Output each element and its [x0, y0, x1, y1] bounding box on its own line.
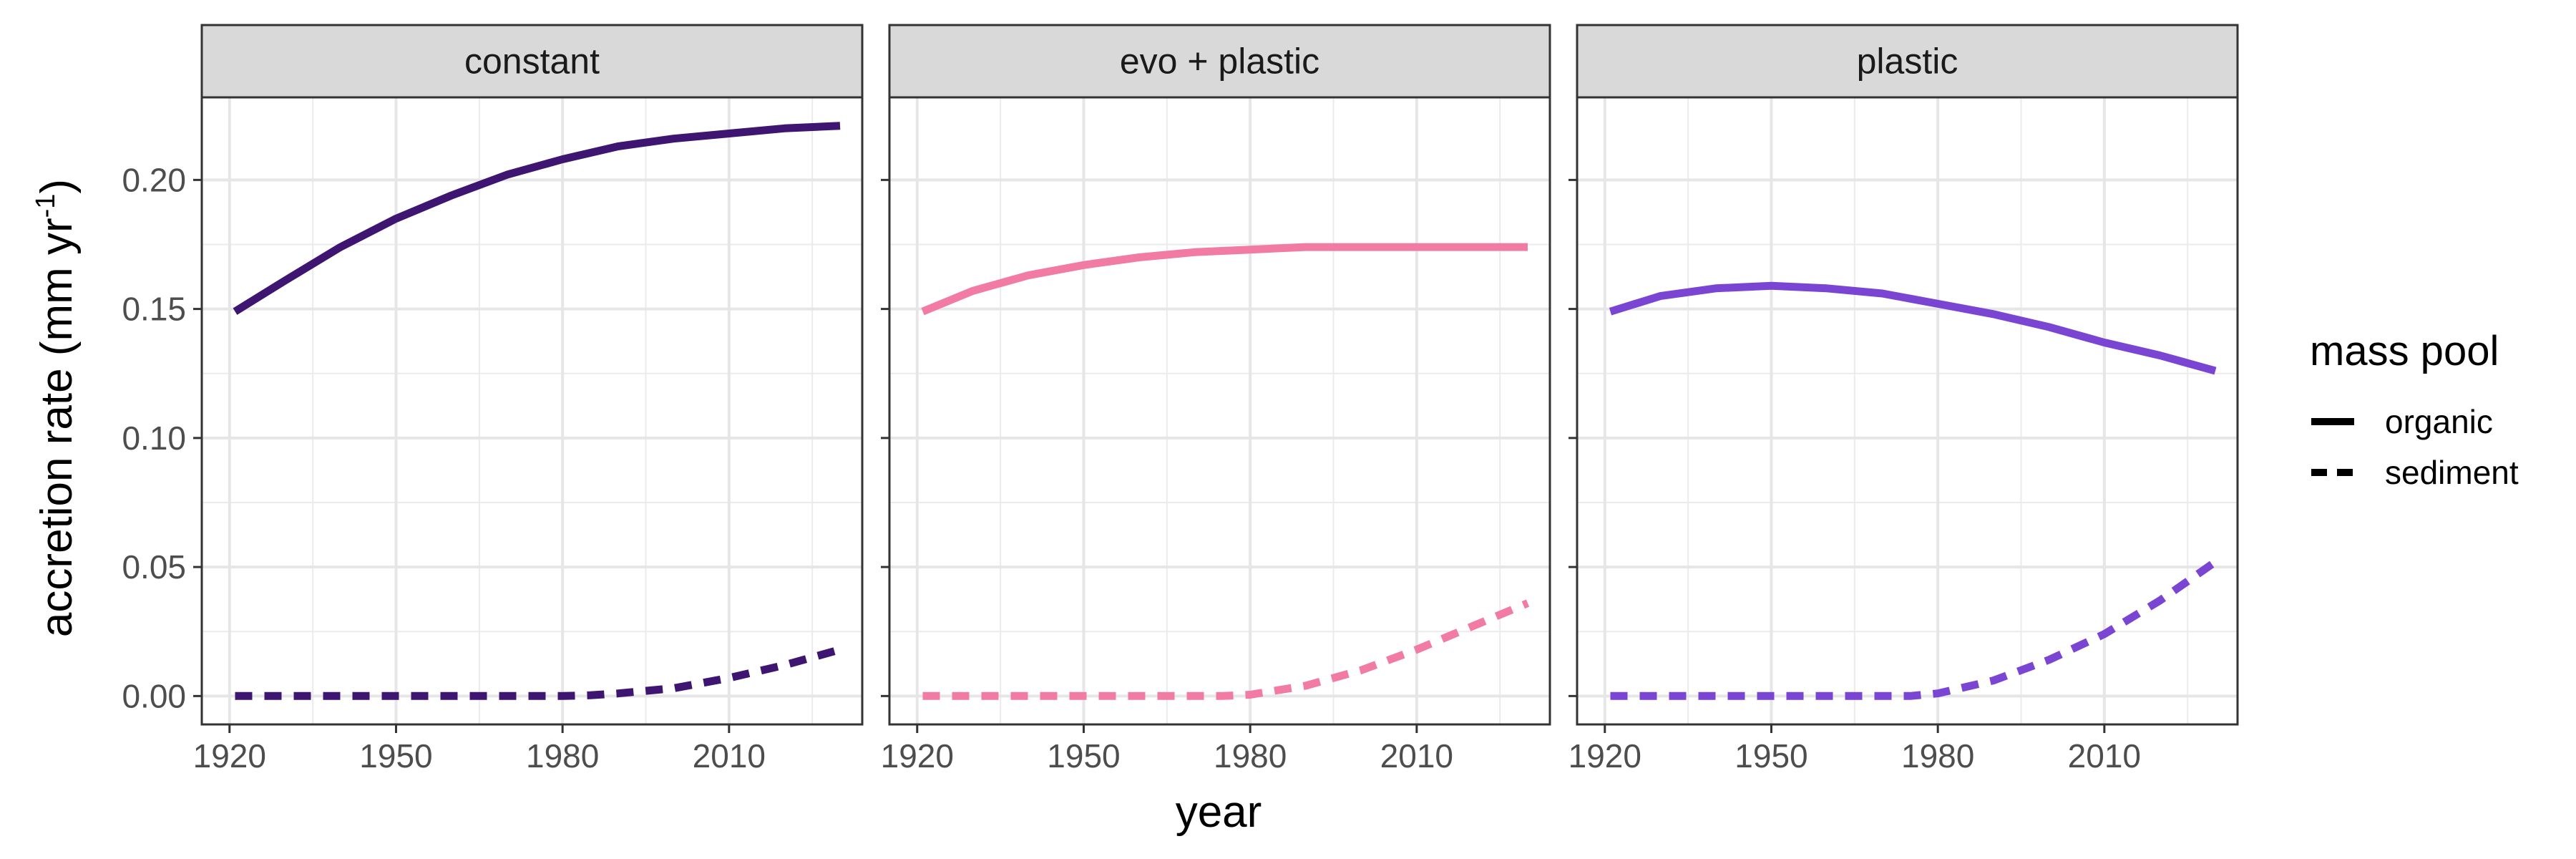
- x-tick-label: 1950: [1735, 737, 1807, 775]
- x-tick-label: 1980: [1214, 737, 1287, 775]
- panels-layer: constant 1920 1950 1980 2010 0.00 0.05 0.10 0.15…: [122, 24, 2239, 775]
- facet-strip-label: constant: [464, 42, 600, 82]
- legend: mass pool organic sediment: [2310, 328, 2519, 491]
- y-axis-title: accretion rate (mm yr-1): [31, 179, 82, 637]
- x-tick-label: 1980: [1901, 737, 1974, 775]
- panel-evo-plastic: evo + plastic 1920 1950 1980 2010: [881, 24, 1551, 775]
- y-axis-title-close: ): [32, 179, 82, 194]
- facet-strip-label: evo + plastic: [1120, 42, 1319, 82]
- facet-strip: [200, 24, 864, 99]
- legend-label-organic: organic: [2385, 403, 2493, 440]
- y-tick-label: 0.10: [122, 419, 186, 457]
- series-line-sediment: [235, 646, 841, 700]
- panel-border: [888, 96, 1551, 726]
- x-tick-label: 2010: [693, 737, 766, 775]
- series-line-organic: [921, 243, 1528, 316]
- x-tick-label: 2010: [2068, 737, 2141, 775]
- series-line-sediment: [922, 599, 1530, 700]
- x-tick-label: 1980: [526, 737, 599, 775]
- panel-plastic: plastic 1920 1950 1980 2010: [1568, 24, 2239, 775]
- y-tick-label: 0.15: [122, 291, 186, 328]
- legend-title: mass pool: [2310, 328, 2499, 374]
- y-axis-title-superscript: -1: [31, 194, 61, 218]
- panel-border: [1576, 96, 2239, 726]
- facet-strip: [888, 24, 1551, 99]
- y-tick-label: 0.00: [122, 677, 186, 714]
- series-line-organic: [1609, 281, 2217, 375]
- panel-border: [200, 96, 864, 726]
- x-tick-label: 1920: [881, 737, 954, 775]
- x-tick-label: 2010: [1380, 737, 1453, 775]
- facet-strip-label: plastic: [1857, 42, 1958, 82]
- legend-label-sediment: sediment: [2385, 454, 2519, 491]
- y-tick-label: 0.20: [122, 161, 186, 198]
- panel-constant: constant 1920 1950 1980 2010 0.00 0.05 0.10 0.15…: [122, 24, 864, 775]
- y-tick-label: 0.05: [122, 548, 186, 586]
- x-axis-title: year: [1176, 787, 1262, 837]
- x-tick-label: 1920: [1568, 737, 1641, 775]
- x-tick-label: 1950: [1047, 737, 1120, 775]
- facet-strip: [1576, 24, 2239, 99]
- series-line-sediment: [1610, 558, 2218, 700]
- y-axis-title-main: accretion rate (mm yr: [32, 218, 82, 637]
- series-line-organic: [233, 122, 841, 315]
- x-tick-label: 1950: [359, 737, 432, 775]
- x-tick-label: 1920: [193, 737, 266, 775]
